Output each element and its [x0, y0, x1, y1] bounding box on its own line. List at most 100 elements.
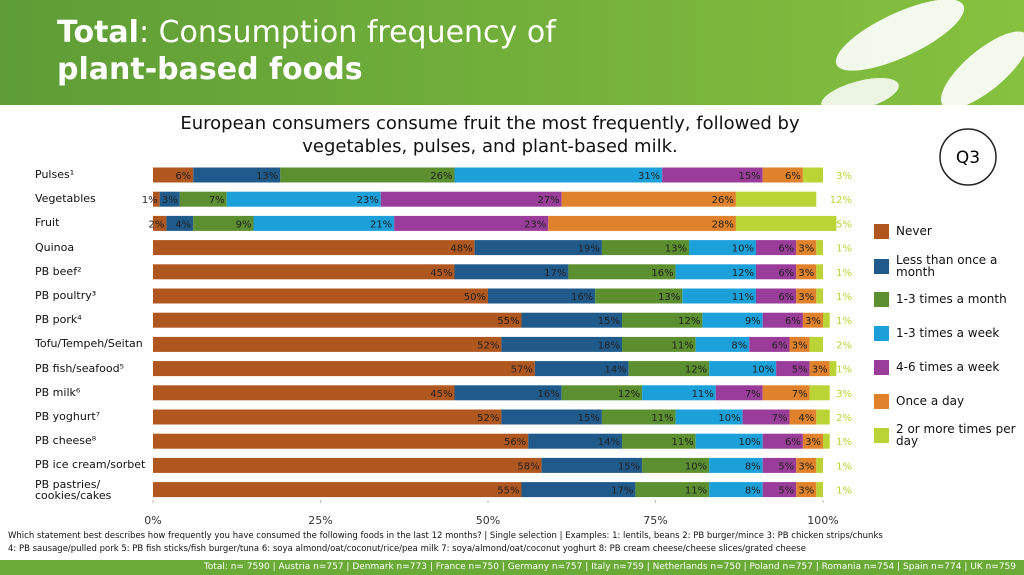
bar-segment	[153, 240, 475, 256]
value-label: 26%	[712, 195, 734, 206]
bar-segment	[528, 433, 622, 449]
value-label: 14%	[604, 365, 626, 376]
bar-segment	[789, 409, 817, 425]
value-label: 50%	[464, 292, 486, 303]
bar-segment	[702, 312, 763, 328]
bar-segment	[595, 288, 683, 304]
value-label: 10%	[685, 461, 707, 472]
value-label: 3%	[798, 461, 814, 472]
value-label: 1%	[142, 195, 158, 206]
value-label: 11%	[692, 389, 714, 400]
bar-segment	[153, 336, 502, 352]
value-label: 6%	[778, 292, 794, 303]
title-line2: plant-based foods	[57, 52, 363, 87]
value-label: 6%	[778, 244, 794, 255]
bar-segment	[601, 240, 689, 256]
value-label: 12%	[830, 195, 852, 206]
value-label: 23%	[357, 195, 379, 206]
value-label: 3%	[798, 292, 814, 303]
bar-segment	[380, 191, 562, 207]
value-label: 3%	[836, 389, 852, 400]
value-label: 1%	[836, 437, 852, 448]
bar-segment	[521, 482, 636, 498]
value-label: 7%	[792, 389, 808, 400]
legend-label: 2 or more times per day	[896, 422, 1016, 448]
legend-swatch	[874, 224, 889, 239]
value-label: 45%	[430, 268, 452, 279]
bar-segment	[796, 264, 817, 280]
bar-segment	[454, 385, 562, 401]
chart-title: European consumers consume fruit the mos…	[180, 113, 800, 157]
value-label: 7%	[209, 195, 225, 206]
bar-segment	[541, 457, 643, 473]
bar-segment	[756, 240, 797, 256]
bar-segment	[642, 457, 710, 473]
value-label: 17%	[544, 268, 566, 279]
value-label: 8%	[745, 486, 761, 497]
value-label: 13%	[256, 171, 278, 182]
legend-label: 1-3 times a month	[896, 292, 1007, 306]
footnote: Which statement best describes how frequ…	[8, 531, 883, 541]
value-label: 3%	[792, 340, 808, 351]
bar-segment	[735, 191, 817, 207]
value-label: 5%	[778, 461, 794, 472]
value-label: 55%	[497, 486, 519, 497]
value-label: 6%	[772, 340, 788, 351]
category-label: PB beef²	[35, 264, 82, 278]
legend-label: 1-3 times a week	[896, 326, 1000, 340]
bar-segment	[454, 167, 663, 183]
value-label: 9%	[745, 316, 761, 327]
category-label: PB cheese⁸	[35, 434, 97, 448]
bar-segment	[534, 361, 629, 377]
value-label: 16%	[537, 389, 559, 400]
legend-label: 4-6 times a week	[896, 360, 1000, 374]
bar-segment	[253, 215, 395, 231]
bar-segment	[628, 361, 710, 377]
bar-segment	[153, 264, 455, 280]
category-label: Fruit	[35, 216, 60, 230]
value-label: 52%	[477, 340, 499, 351]
bar-segment	[193, 215, 254, 231]
legend-label: Never	[896, 224, 932, 238]
legend-swatch	[874, 360, 889, 375]
category-label: Vegetables	[35, 192, 96, 206]
category-label: PB pork⁴	[35, 313, 82, 327]
bar-segment	[749, 336, 790, 352]
bar-segment	[601, 409, 676, 425]
bar-segment	[675, 264, 756, 280]
bar-segment	[153, 457, 542, 473]
bar-segment	[715, 385, 763, 401]
category-label: Pulses¹	[35, 168, 75, 181]
bar-segment	[709, 482, 763, 498]
bar-segment	[153, 191, 160, 207]
value-label: 14%	[598, 437, 620, 448]
value-label: 2%	[149, 219, 165, 230]
value-label: 12%	[732, 268, 754, 279]
bar-segment	[153, 215, 167, 231]
title: Total: Consumption frequency of plant-bas…	[57, 14, 556, 88]
bar-segment	[193, 167, 281, 183]
value-label: 7%	[772, 413, 788, 424]
value-label: 3%	[805, 437, 821, 448]
bar-segment	[280, 167, 455, 183]
value-label: 3%	[805, 316, 821, 327]
bar-segment	[762, 312, 803, 328]
value-label: 10%	[738, 437, 760, 448]
bar-segment	[816, 264, 823, 280]
category-label: PB poultry³	[35, 289, 97, 302]
bar-segment	[622, 433, 696, 449]
value-label: 6%	[785, 171, 801, 182]
bar-segment	[789, 336, 810, 352]
bar-segment	[454, 264, 569, 280]
value-label: 3%	[162, 195, 178, 206]
value-label: 7%	[745, 389, 761, 400]
value-label: 55%	[497, 316, 519, 327]
bar-segment	[816, 288, 823, 304]
value-label: 16%	[651, 268, 673, 279]
value-label: 3%	[798, 244, 814, 255]
bar-segment	[809, 361, 830, 377]
value-label: 1%	[836, 316, 852, 327]
bar-segment	[762, 433, 803, 449]
x-tick-label: 0%	[144, 514, 161, 527]
x-tick-label: 50%	[476, 514, 500, 527]
